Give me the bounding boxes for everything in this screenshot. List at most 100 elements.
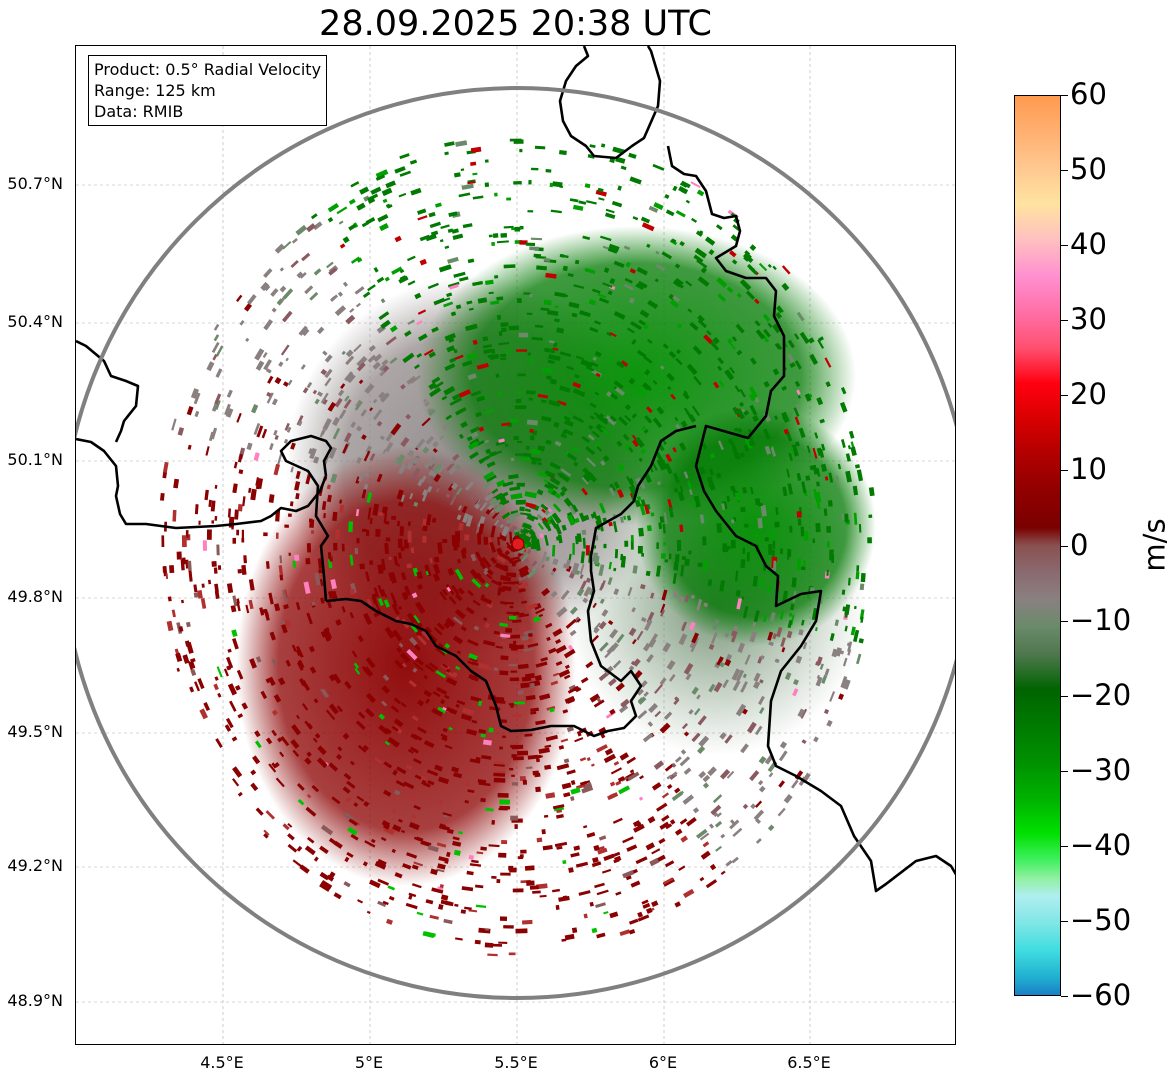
echo-gate	[534, 674, 542, 681]
echo-gate	[396, 454, 406, 466]
echo-gate	[449, 284, 459, 290]
echo-gate	[787, 619, 793, 629]
echo-gate	[541, 587, 550, 597]
map-panel[interactable]	[75, 45, 956, 1045]
echo-gate	[306, 223, 316, 233]
echo-gate	[598, 621, 607, 630]
echo-gate	[427, 282, 439, 290]
echo-gate	[576, 533, 582, 543]
echo-gate	[596, 697, 602, 703]
echo-gate	[421, 779, 427, 786]
echo-gate	[652, 380, 658, 385]
echo-gate	[549, 182, 554, 188]
echo-gate	[392, 824, 402, 832]
echo-gate	[380, 392, 390, 403]
echo-gate	[440, 699, 446, 705]
echo-gate	[483, 617, 488, 622]
echo-gate	[694, 247, 707, 259]
echo-gate	[388, 556, 392, 561]
echo-gate	[842, 657, 848, 667]
echo-gate	[214, 590, 220, 599]
echo-gate	[455, 397, 463, 403]
echo-gate	[255, 477, 259, 486]
echo-gate	[555, 904, 560, 910]
echo-gate	[437, 542, 443, 554]
echo-gate	[200, 598, 207, 609]
echo-gate	[405, 413, 412, 420]
echo-gate	[491, 875, 497, 879]
echo-gate	[268, 676, 276, 686]
echo-gate	[509, 138, 522, 142]
echo-gate	[190, 388, 200, 399]
echo-gate	[282, 288, 294, 300]
echo-gate	[407, 449, 415, 458]
echo-gate	[425, 899, 434, 905]
echo-gate	[432, 447, 438, 453]
echo-gate	[517, 440, 523, 444]
echo-gate	[271, 398, 278, 406]
echo-gate	[505, 349, 511, 354]
echo-gate	[563, 674, 571, 680]
echo-gate	[672, 279, 682, 288]
echo-gate	[668, 673, 676, 682]
echo-gate	[452, 233, 464, 240]
echo-gate	[398, 462, 407, 475]
echo-gate	[350, 421, 357, 429]
echo-gate	[700, 267, 708, 274]
echo-gate	[403, 585, 412, 596]
echo-gate	[516, 349, 528, 352]
echo-gate	[390, 422, 402, 436]
echo-gate	[327, 401, 337, 412]
echo-gate	[613, 588, 620, 596]
echo-gate	[459, 276, 469, 282]
echo-gate	[551, 489, 557, 496]
echo-gate	[283, 604, 289, 610]
echo-gate	[812, 447, 818, 459]
echo-gate	[350, 181, 360, 188]
echo-gate	[788, 612, 793, 617]
echo-gate	[598, 413, 605, 420]
echo-gate	[683, 662, 694, 675]
echo-gate	[241, 702, 249, 710]
echo-gate	[278, 677, 286, 686]
echo-gate	[757, 517, 763, 529]
echo-gate	[485, 807, 494, 812]
echo-gate	[613, 567, 617, 572]
echo-gate	[608, 851, 621, 859]
echo-gate	[679, 485, 684, 492]
echo-gate	[363, 612, 373, 626]
echo-gate	[498, 331, 503, 337]
echo-gate	[742, 606, 749, 619]
echo-gate	[780, 548, 784, 554]
echo-gate	[266, 392, 274, 404]
echo-gate	[550, 590, 558, 598]
echo-gate	[767, 824, 775, 832]
echo-gate	[407, 749, 414, 754]
echo-gate	[414, 364, 420, 370]
echo-gate	[697, 715, 707, 726]
echo-gate	[640, 616, 647, 623]
echo-gate	[760, 504, 767, 517]
echo-gate	[231, 525, 234, 530]
echo-gate	[791, 444, 799, 457]
echo-gate	[691, 686, 699, 695]
echo-gate	[523, 629, 536, 636]
echo-gate	[290, 259, 299, 269]
echo-gate	[530, 707, 539, 713]
echo-gate	[384, 441, 394, 453]
echo-gate	[427, 780, 435, 786]
echo-gate	[464, 534, 470, 541]
echo-gate	[720, 870, 726, 876]
echo-gate	[508, 325, 519, 331]
echo-gate	[630, 540, 634, 550]
echo-gate	[435, 487, 441, 493]
echo-gate	[320, 428, 326, 436]
echo-gate	[287, 513, 292, 517]
echo-gate	[391, 808, 397, 814]
echo-gate	[293, 554, 300, 561]
echo-gate	[566, 365, 575, 371]
echo-gate	[552, 628, 563, 637]
echo-gate	[257, 478, 264, 489]
echo-gate	[665, 823, 673, 830]
echo-gate	[709, 452, 716, 459]
